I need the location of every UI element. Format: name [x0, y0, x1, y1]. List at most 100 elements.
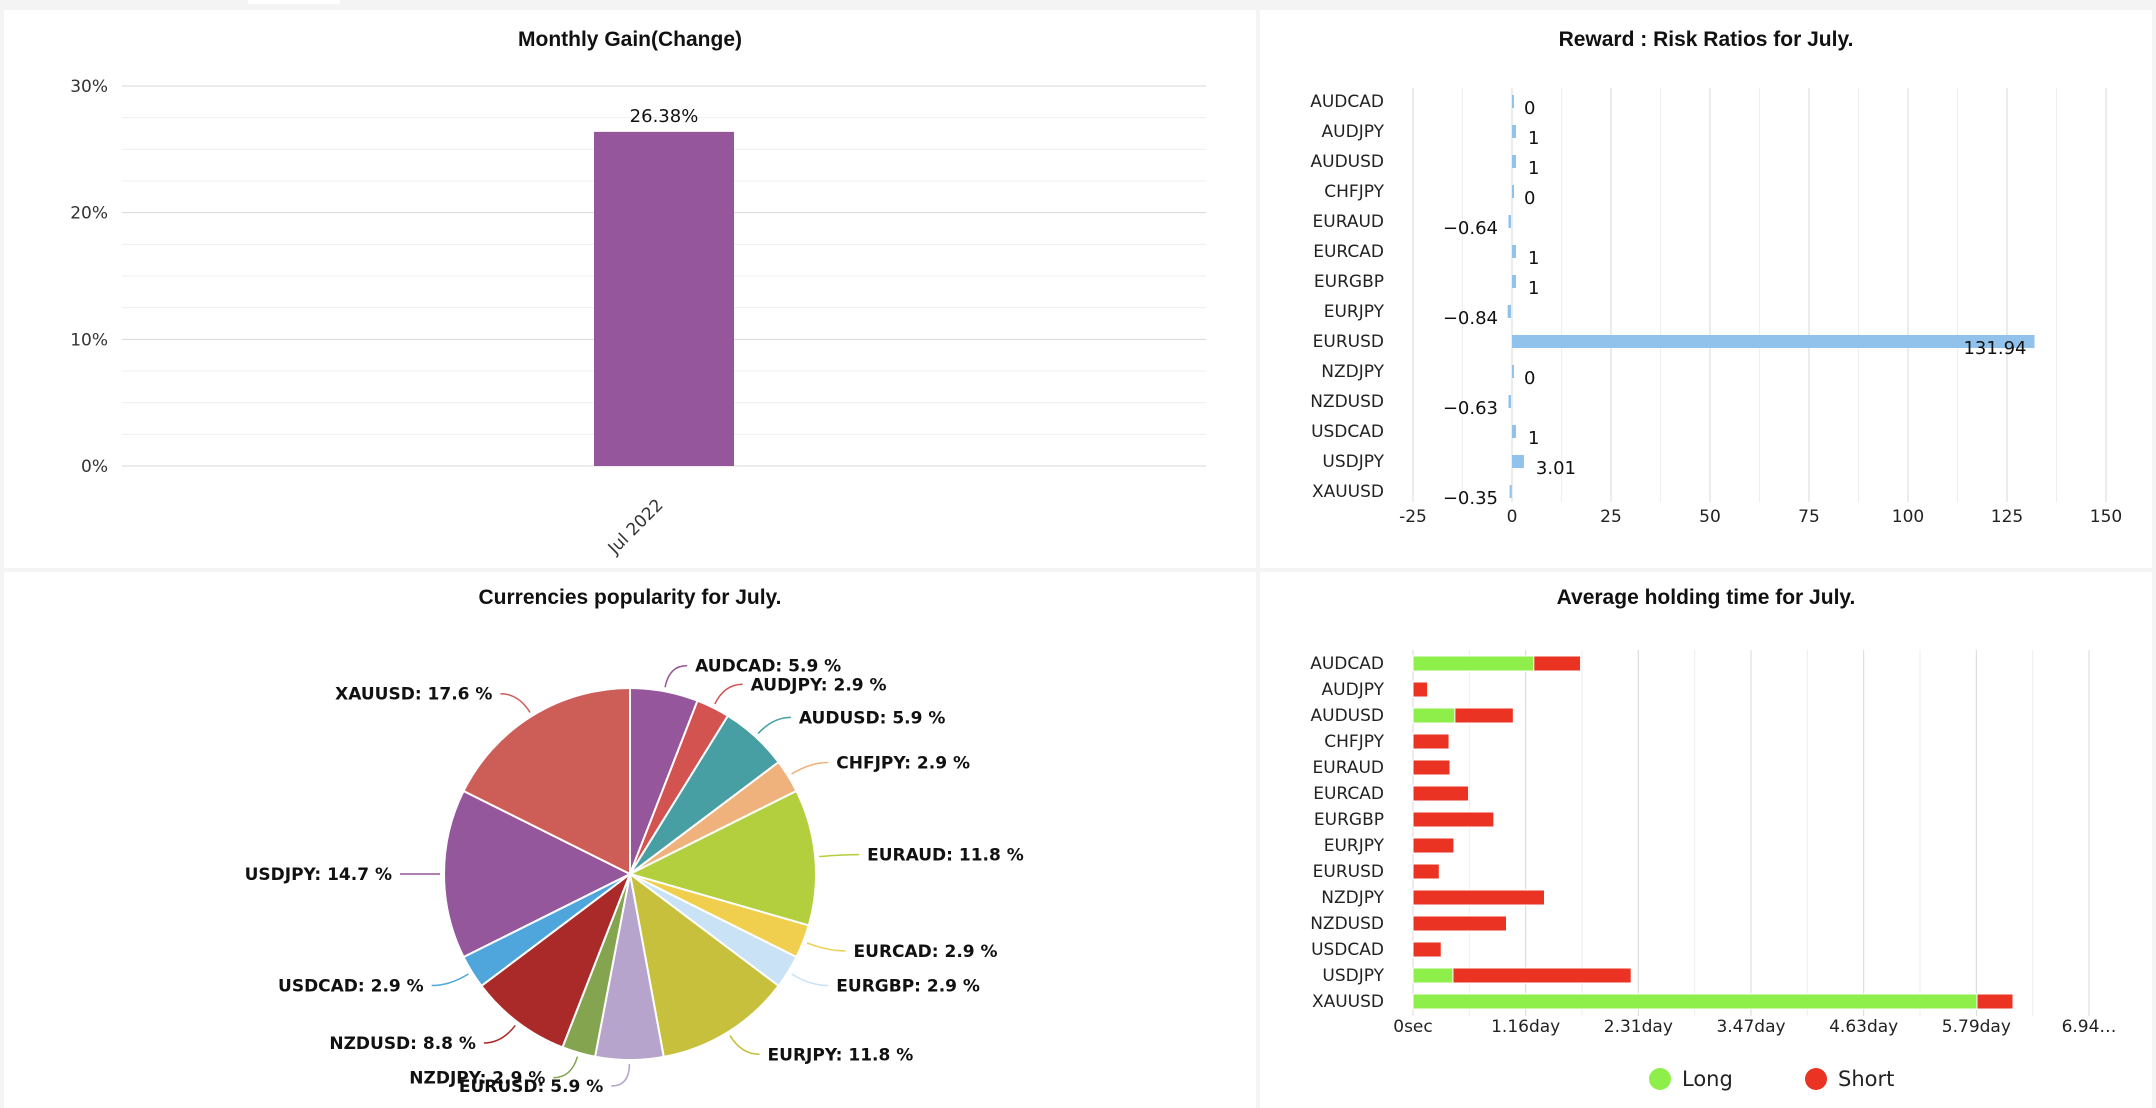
x-tick-label: 25: [1600, 507, 1622, 527]
pie-connector: [714, 683, 743, 705]
y-tick-label: EURCAD: [1313, 784, 1384, 804]
y-tick-label: XAUUSD: [1312, 482, 1384, 502]
y-tick-label: NZDJPY: [1321, 888, 1384, 908]
pie-label: CHFJPY: 2.9 %: [836, 753, 970, 773]
y-tick-label: 20%: [70, 204, 108, 224]
bar-jul-2022: [594, 131, 734, 466]
bar-short-chfjpy: [1412, 733, 1450, 750]
bar-short-xauusd: [1976, 993, 2014, 1010]
pie-label: EURCAD: 2.9 %: [854, 942, 998, 962]
bar-long-xauusd: [1412, 993, 1978, 1010]
bar-short-eurjpy: [1412, 837, 1455, 854]
pie-label: NZDJPY: 2.9 %: [409, 1069, 545, 1089]
bar-nzdusd: [1508, 395, 1511, 408]
x-tick-label: 125: [1991, 507, 2023, 527]
y-tick-label: XAUUSD: [1312, 992, 1384, 1012]
bar-short-nzdjpy: [1412, 889, 1545, 906]
bar-xauusd: [1509, 485, 1512, 498]
y-tick-label: EURCAD: [1313, 242, 1384, 262]
legend-label-short: Short: [1838, 1067, 1894, 1091]
bar-data-label: 1: [1528, 278, 1539, 299]
bar-long-audusd: [1412, 707, 1456, 724]
y-tick-label: 30%: [70, 77, 108, 97]
bar-short-euraud: [1412, 759, 1451, 776]
y-tick-label: USDJPY: [1322, 452, 1384, 472]
bar-short-audjpy: [1412, 681, 1429, 698]
monthly-gain-panel: Monthly Gain(Change) 0% 10% 20% 30% 26.38% Ju…: [4, 10, 1256, 568]
bar-long-usdjpy: [1412, 967, 1454, 984]
monthly-gain-title: Monthly Gain(Change): [518, 28, 742, 51]
bar-data-label: 3.01: [1536, 458, 1576, 479]
pie-label: EURJPY: 11.8 %: [768, 1045, 914, 1065]
y-tick-label: EURUSD: [1313, 862, 1384, 882]
bar-data-label: 0: [1524, 188, 1535, 209]
pie-connector: [791, 973, 829, 987]
bar-short-usdjpy: [1452, 967, 1632, 984]
x-tick-label: -25: [1399, 507, 1427, 527]
pie-label: AUDJPY: 2.9 %: [751, 675, 887, 695]
bar-short-nzdusd: [1412, 915, 1508, 932]
legend-label-long: Long: [1682, 1067, 1733, 1091]
pie-slice-nzdusd: [480, 871, 633, 1049]
bar-data-label: 1: [1528, 158, 1539, 179]
x-tick-label: 4.63day: [1829, 1017, 1898, 1037]
x-tick-label: 50: [1699, 507, 1721, 527]
y-tick-label: 0%: [81, 457, 108, 477]
y-tick-label: USDCAD: [1311, 940, 1384, 960]
y-tick-label: EURUSD: [1313, 332, 1384, 352]
bar-eurgbp: [1512, 275, 1516, 288]
x-tick-label: 3.47day: [1716, 1017, 1785, 1037]
currencies-popularity-chart: AUDCAD: 5.9 %AUDJPY: 2.9 % AUDUSD: 5.9 % C…: [245, 657, 1024, 1097]
y-tick-label: NZDUSD: [1310, 914, 1384, 934]
y-tick-label: EURAUD: [1313, 212, 1384, 232]
bar-audcad: [1512, 95, 1514, 108]
bar-data-label: 0: [1524, 368, 1535, 389]
pie-label: USDJPY: 14.7 %: [245, 865, 392, 885]
x-tick-label: 75: [1798, 507, 1820, 527]
pie-connector: [806, 942, 846, 952]
bar-audjpy: [1512, 125, 1516, 138]
legend-marker-long: [1649, 1068, 1671, 1090]
y-tick-label: EURGBP: [1314, 810, 1384, 830]
bar-data-label: 26.38%: [630, 106, 699, 127]
y-tick-label: AUDJPY: [1322, 680, 1385, 700]
bar-long-audcad: [1412, 655, 1535, 672]
bar-chfjpy: [1512, 185, 1514, 198]
bar-short-audusd: [1454, 707, 1514, 724]
bar-usdjpy: [1512, 455, 1524, 468]
pie-connector: [500, 692, 531, 713]
x-tick-label: 1.16day: [1491, 1017, 1560, 1037]
y-tick-label: AUDUSD: [1311, 152, 1385, 172]
y-tick-label: AUDJPY: [1322, 122, 1385, 142]
bar-data-label: 1: [1528, 128, 1539, 149]
y-tick-label: CHFJPY: [1324, 732, 1384, 752]
holding-time-chart: 0sec 1.16day 2.31day 3.47day 4.63day 5.79day 6…: [1310, 650, 2117, 1091]
pie-label: NZDUSD: 8.8 %: [329, 1034, 476, 1054]
holding-time-title: Average holding time for July.: [1556, 586, 1856, 609]
bar-short-eurgbp: [1412, 811, 1495, 828]
y-tick-label: USDJPY: [1322, 966, 1384, 986]
bar-short-audcad: [1533, 655, 1582, 672]
y-tick-label: NZDUSD: [1310, 392, 1384, 412]
x-tick-label: 6.94…: [2062, 1017, 2117, 1037]
pie-label: USDCAD: 2.9 %: [278, 977, 424, 997]
pie-connector: [757, 716, 791, 735]
y-tick-label: CHFJPY: [1324, 182, 1384, 202]
x-tick-label: 100: [1892, 507, 1924, 527]
legend-marker-short: [1805, 1068, 1827, 1090]
reward-risk-panel: Reward : Risk Ratios for July. -25 0 25 50 7…: [1260, 10, 2152, 568]
bar-data-label: −0.84: [1443, 308, 1498, 329]
pie-label: XAUUSD: 17.6 %: [335, 685, 492, 705]
x-tick-label: 0: [1507, 507, 1518, 527]
pie-connector: [553, 1056, 579, 1079]
bar-eurcad: [1512, 245, 1516, 258]
y-tick-label: USDCAD: [1311, 422, 1384, 442]
y-tick-label: EURAUD: [1313, 758, 1384, 778]
pie-slice-xauusd: [462, 686, 631, 876]
bar-short-eurusd: [1412, 863, 1440, 880]
x-tick-label: 5.79day: [1942, 1017, 2011, 1037]
pie-connector: [729, 1035, 760, 1056]
bar-eurjpy: [1507, 305, 1511, 318]
